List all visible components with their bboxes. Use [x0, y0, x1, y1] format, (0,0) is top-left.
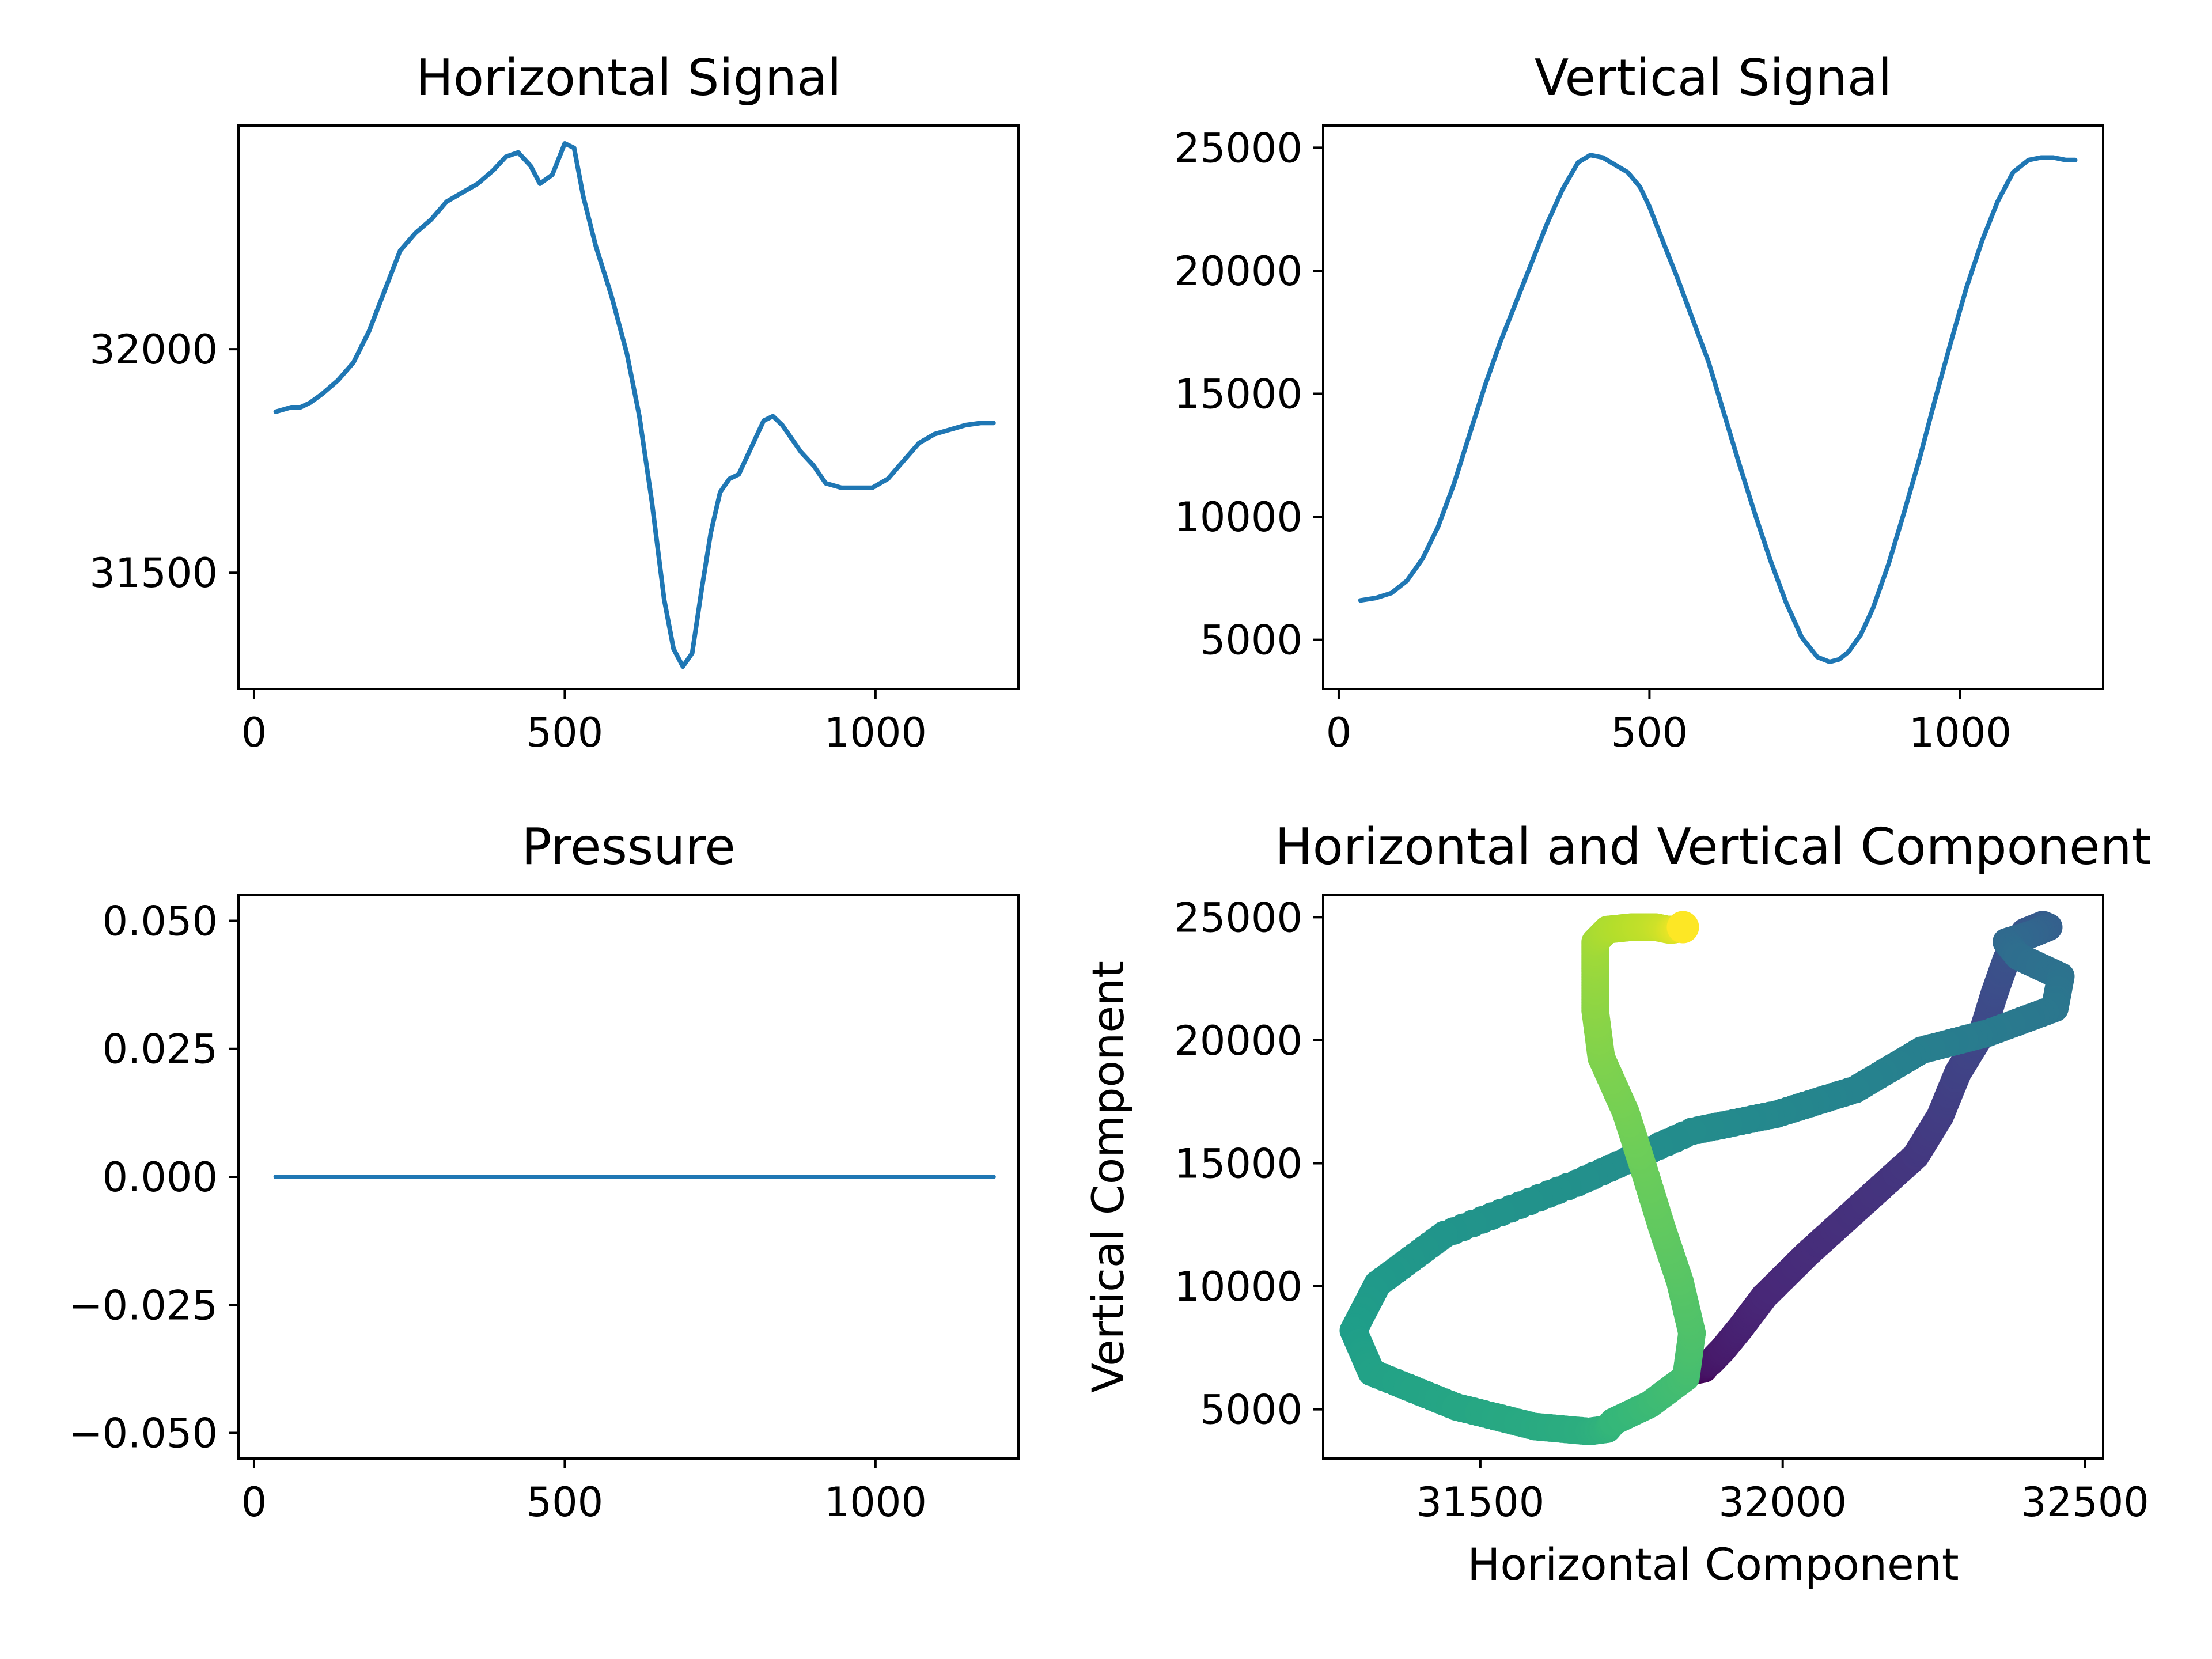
x-tick-label: 0	[241, 709, 267, 756]
y-tick-label: 10000	[1174, 494, 1302, 541]
y-tick-label: 15000	[1174, 371, 1302, 418]
subplot-title: Horizontal Signal	[415, 48, 841, 107]
subplot-title: Horizontal and Vertical Component	[1275, 817, 2152, 876]
y-tick-label: 15000	[1174, 1141, 1302, 1188]
x-tick-label: 1000	[824, 709, 927, 756]
subplot-2: Vertical Signal 0 500 1000 5000 10000 15000 200…	[1174, 48, 2104, 756]
y-tick-label: 31500	[89, 550, 218, 597]
y-tick-label: 0.025	[103, 1026, 218, 1073]
y-tick-label: 5000	[1200, 617, 1302, 664]
x-tick-label: 31500	[1416, 1479, 1545, 1526]
y-tick-label: 32000	[89, 326, 218, 373]
x-tick-label: 1000	[1909, 709, 2012, 756]
y-tick-label: 10000	[1174, 1263, 1302, 1310]
x-tick-label: 1000	[824, 1479, 927, 1526]
axes-frame	[1322, 124, 2104, 690]
y-axis-label: Vertical Component	[1082, 961, 1134, 1393]
x-tick-label: 0	[241, 1479, 267, 1526]
series-line	[273, 141, 996, 669]
x-tick-label: 500	[527, 1479, 604, 1526]
scatter-point	[1666, 911, 1699, 944]
subplot-4: Horizontal and Vertical Component 31500 32…	[1082, 817, 2152, 1590]
y-tick-label: 5000	[1200, 1387, 1302, 1434]
x-tick-label: 500	[1611, 709, 1688, 756]
subplot-3: Pressure 0 500 1000 −0.050 −0.025 0.000 0.025 0.…	[69, 817, 1020, 1526]
subplot-1: Horizontal Signal 0 500 1000 31500 32000	[89, 48, 1020, 756]
y-tick-label: 20000	[1174, 1017, 1302, 1065]
y-tick-label: 25000	[1174, 894, 1302, 941]
y-tick-label: 0.050	[103, 897, 218, 945]
y-tick-label: −0.025	[69, 1282, 218, 1329]
x-axis-label: Horizontal Component	[1467, 1539, 1959, 1590]
y-tick-label: −0.050	[69, 1410, 218, 1457]
y-tick-label: 25000	[1174, 124, 1302, 172]
subplot-title: Pressure	[521, 817, 736, 876]
axes-frame	[1322, 894, 2104, 1460]
y-tick-label: 0.000	[103, 1154, 218, 1201]
subplot-title: Vertical Signal	[1535, 48, 1892, 107]
series-line	[1358, 153, 2078, 664]
x-tick-label: 32000	[1718, 1479, 1847, 1526]
axes-frame	[237, 124, 1020, 690]
x-tick-label: 500	[527, 709, 604, 756]
x-tick-label: 32500	[2021, 1479, 2149, 1526]
y-tick-label: 20000	[1174, 248, 1302, 295]
x-tick-label: 0	[1326, 709, 1352, 756]
